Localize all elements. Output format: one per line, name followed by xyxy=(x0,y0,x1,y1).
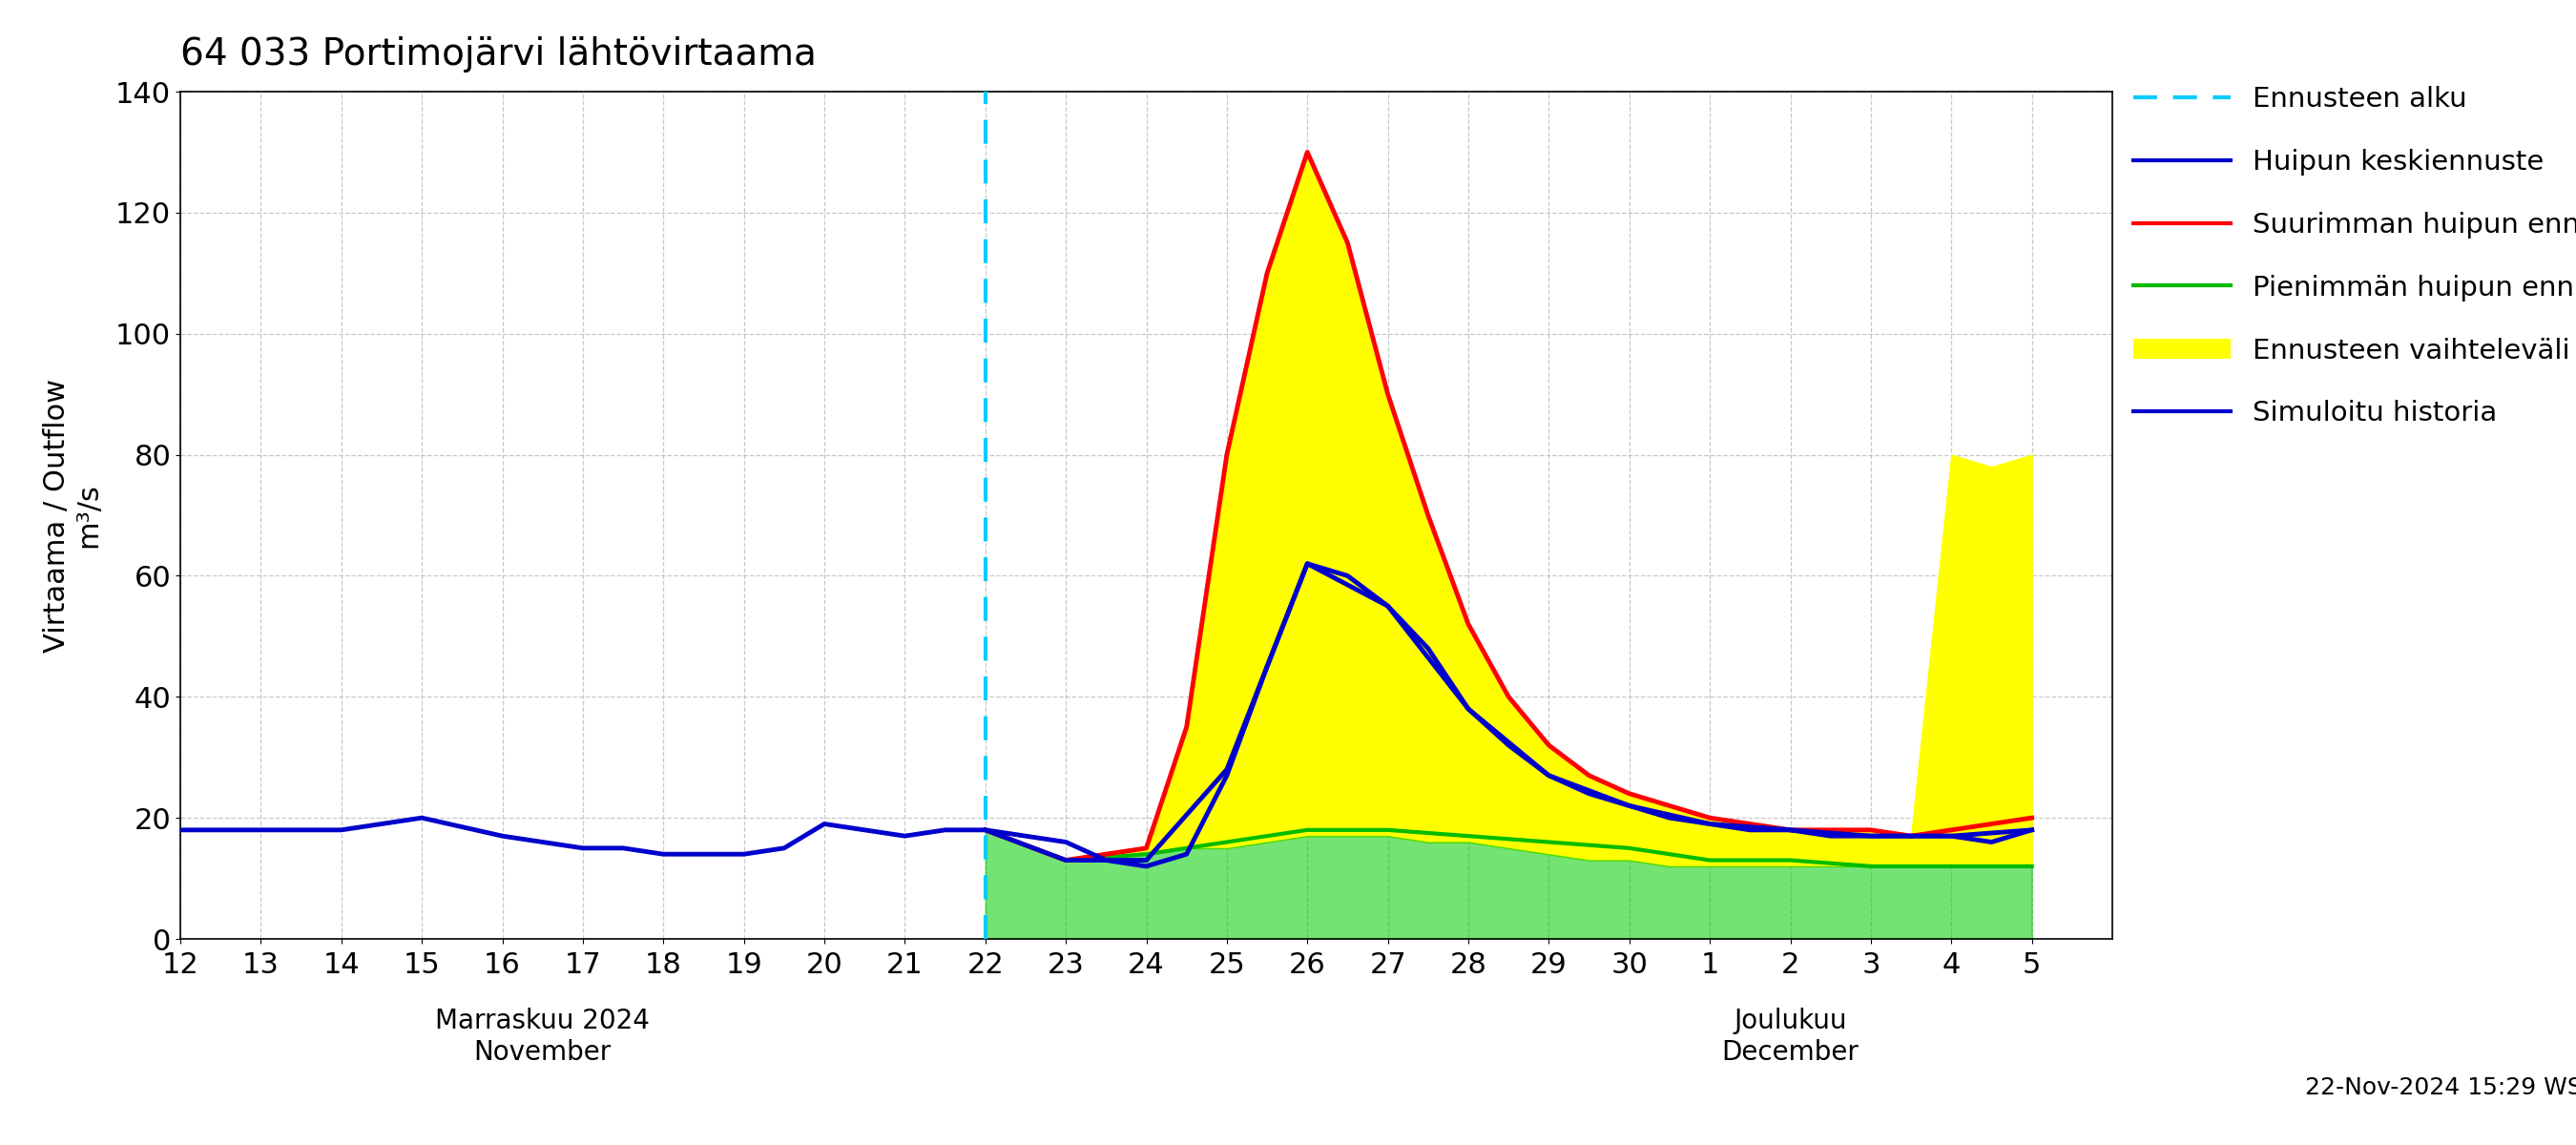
Text: 22-Nov-2024 15:29 WSFS-O: 22-Nov-2024 15:29 WSFS-O xyxy=(2306,1076,2576,1099)
Text: Marraskuu 2024
November: Marraskuu 2024 November xyxy=(435,1008,649,1066)
Y-axis label: Virtaama / Outflow
m³/s: Virtaama / Outflow m³/s xyxy=(44,378,103,653)
Legend: Ennusteen alku, Huipun keskiennuste, Suurimman huipun ennuste, Pienimmän huipun : Ennusteen alku, Huipun keskiennuste, Suu… xyxy=(2123,74,2576,439)
Text: Joulukuu
December: Joulukuu December xyxy=(1721,1008,1860,1066)
Text: 64 033 Portimojärvi lähtövirtaama: 64 033 Portimojärvi lähtövirtaama xyxy=(180,35,817,72)
